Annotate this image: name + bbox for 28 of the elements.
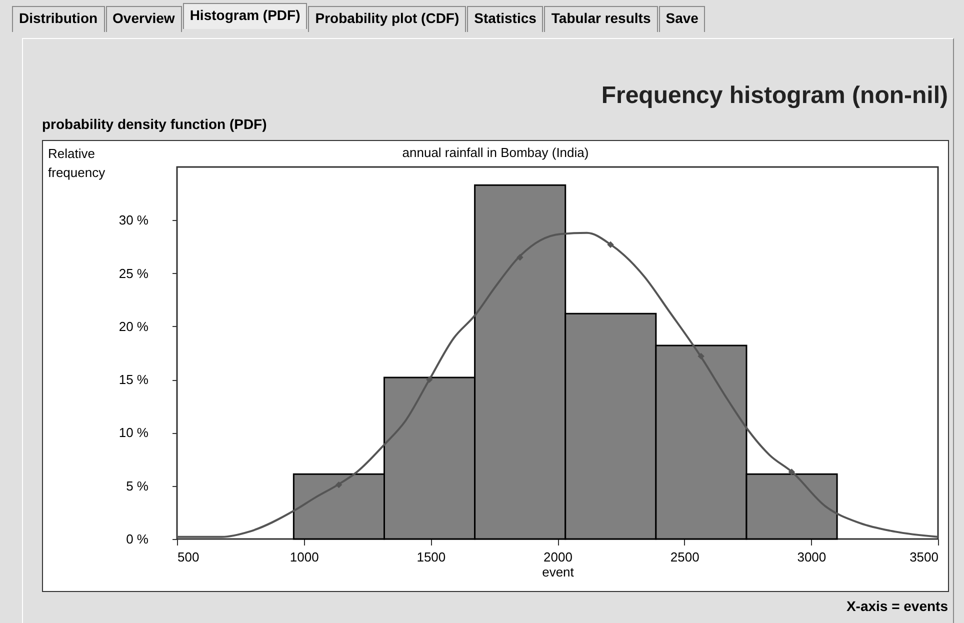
x-axis-title: event bbox=[542, 564, 574, 580]
y-tick-label: 25 % bbox=[118, 266, 149, 281]
x-tick-label: 500 bbox=[178, 550, 200, 564]
text: annual rainfall in Bombay (India) bbox=[402, 145, 589, 160]
text: Overview bbox=[106, 6, 182, 32]
x-tick-label: 2500 bbox=[670, 550, 700, 564]
text: Histogram (PDF) bbox=[182, 3, 308, 29]
x-tick-label: 3000 bbox=[797, 550, 826, 564]
text: Tabular results bbox=[544, 6, 658, 32]
line-series bbox=[176, 232, 939, 538]
text: Distribution bbox=[12, 6, 105, 32]
y-axis-title: Relative frequency bbox=[48, 145, 106, 182]
text: X-axis = events bbox=[846, 598, 948, 614]
x-tick-label: 3500 bbox=[910, 550, 938, 564]
y-tick-label: 10 % bbox=[118, 425, 149, 440]
chart-title: Frequency histogram (non-nil) bbox=[601, 82, 948, 110]
y-tick-label: 5 % bbox=[126, 478, 149, 494]
chart-subtitle: probability density function (PDF) bbox=[42, 116, 267, 132]
x-tick-label: 1500 bbox=[416, 550, 446, 564]
text: Statistics bbox=[467, 6, 544, 32]
y-tick-label: 0 % bbox=[126, 532, 149, 546]
y-tick-label: 30 % bbox=[118, 212, 149, 228]
text: Probability plot (CDF) bbox=[308, 6, 466, 32]
y-tick-label: 20 % bbox=[118, 318, 149, 334]
x-tick-label: 2000 bbox=[544, 550, 572, 564]
y-tick-label: 15 % bbox=[118, 372, 149, 388]
text: Save bbox=[658, 6, 706, 32]
x-tick-label: 1000 bbox=[290, 550, 319, 564]
